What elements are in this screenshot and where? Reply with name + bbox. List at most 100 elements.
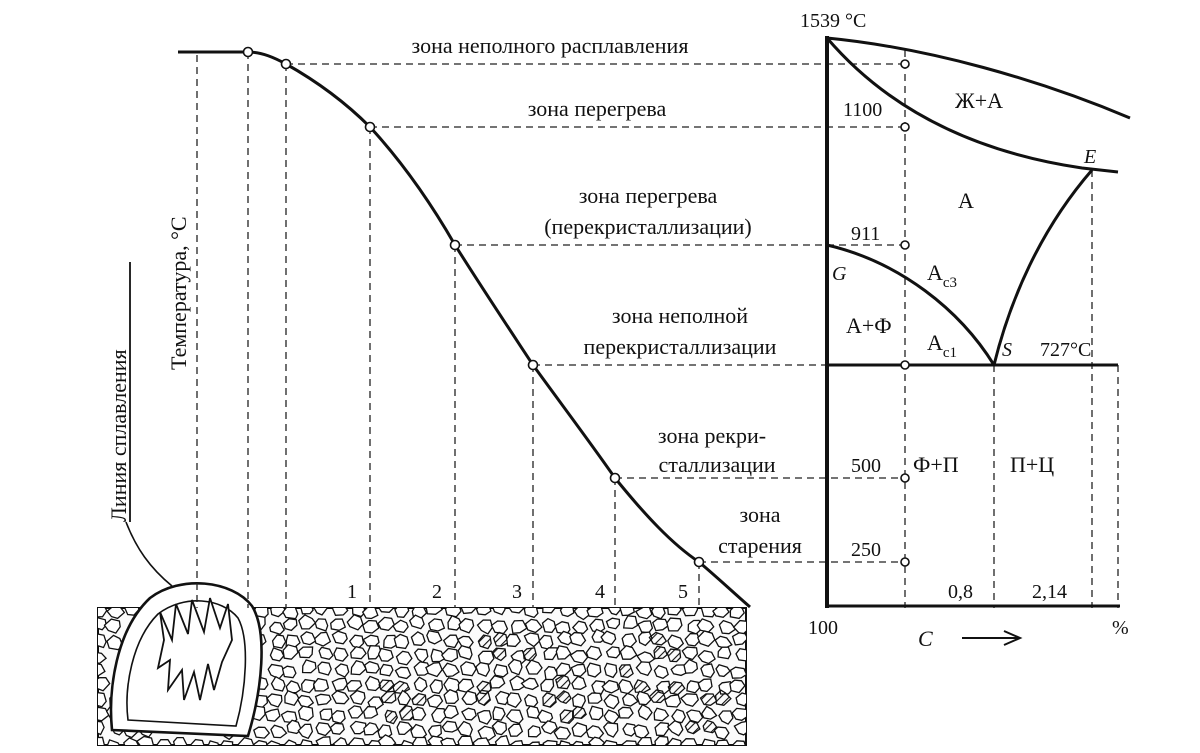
grain: [601, 679, 620, 694]
grain: [457, 644, 473, 661]
grain: [286, 719, 303, 735]
grain: [271, 634, 287, 649]
temp-911-label: 911: [851, 223, 880, 245]
grain: [98, 663, 106, 677]
grain: [735, 647, 746, 662]
grain: [412, 736, 429, 745]
grain: [621, 740, 638, 745]
grain: [524, 618, 543, 634]
grain: [569, 650, 589, 665]
grain: [618, 664, 634, 679]
grain: [330, 618, 347, 631]
point-s-label: S: [1002, 339, 1012, 361]
grain: [253, 739, 268, 745]
grain: [282, 618, 298, 632]
grain: [700, 705, 718, 720]
grain: [602, 722, 619, 738]
grain: [543, 647, 559, 661]
grain: [459, 661, 477, 677]
grain: [331, 608, 349, 616]
grain: [553, 726, 572, 740]
grain: [713, 726, 730, 740]
grain: [297, 646, 314, 659]
grain: [731, 632, 746, 646]
zone-partial-recryst-line1: зона неполной: [612, 303, 748, 328]
grain: [349, 720, 367, 735]
grain: [571, 693, 586, 709]
grain: [98, 617, 107, 631]
grain: [586, 608, 604, 618]
grain: [397, 689, 412, 706]
grain: [491, 720, 508, 736]
grain: [714, 689, 732, 707]
grain: [602, 739, 618, 745]
grain: [363, 660, 381, 674]
grain: [362, 619, 380, 634]
grain: [605, 646, 621, 659]
temperature-curve: [178, 50, 751, 609]
grain: [619, 608, 636, 617]
grain: [525, 659, 543, 675]
grain: [265, 740, 282, 745]
grain: [555, 645, 572, 660]
grain: [362, 705, 379, 719]
grain: [509, 675, 527, 691]
grain: [377, 734, 397, 745]
grain: [681, 608, 699, 617]
grain: [653, 645, 668, 660]
phase-diagram: 1539 °С 1100 911 500 250 727°С G E S Ж+А…: [800, 10, 1131, 651]
grain: [297, 705, 314, 722]
grain: [301, 659, 317, 674]
grain: [98, 736, 106, 745]
grain: [634, 608, 653, 620]
grain: [282, 608, 299, 620]
grain: [559, 608, 575, 618]
phase-ferrite-pearlite: Ф+П: [913, 452, 959, 477]
zone-overheating: зона перегрева: [528, 96, 667, 121]
grain: [493, 663, 509, 678]
grain: [572, 705, 587, 719]
grain: [332, 737, 348, 745]
grain: [555, 690, 572, 705]
phase-pearlite-cementite: П+Ц: [1010, 452, 1054, 477]
grain: [426, 694, 444, 709]
carbon-08-label: 0,8: [948, 581, 973, 603]
grain: [697, 678, 713, 693]
grain: [476, 709, 493, 725]
grain: [700, 608, 718, 618]
grain: [475, 689, 492, 707]
grain: [393, 633, 410, 650]
phase-liquid-austenite: Ж+А: [955, 88, 1003, 113]
grain: [492, 631, 509, 647]
grain: [684, 720, 701, 735]
ac3-label: Аc3: [927, 260, 957, 291]
grain: [638, 631, 653, 647]
grain: [269, 647, 285, 662]
grain: [98, 692, 107, 708]
grain: [617, 706, 634, 719]
grain: [527, 725, 542, 738]
zone-recryst-line2: сталлизации: [658, 452, 775, 477]
grain: [384, 709, 399, 725]
grain: [439, 737, 457, 745]
grain: [569, 631, 587, 647]
arrow-right-icon: [962, 630, 1023, 646]
grain: [667, 608, 682, 616]
grain: [264, 708, 281, 722]
grain: [489, 675, 506, 689]
grain: [666, 648, 682, 663]
curve-markers: [242, 46, 705, 568]
grain: [472, 737, 491, 745]
grain: [106, 608, 126, 620]
section-number-2: 2: [432, 581, 442, 603]
grain: [363, 722, 380, 736]
grain: [394, 608, 410, 618]
grain: [297, 723, 314, 740]
grain: [679, 693, 700, 708]
grain: [367, 645, 382, 660]
grain: [447, 614, 463, 631]
grain: [190, 738, 205, 745]
grain: [443, 704, 459, 719]
grain: [346, 614, 364, 631]
